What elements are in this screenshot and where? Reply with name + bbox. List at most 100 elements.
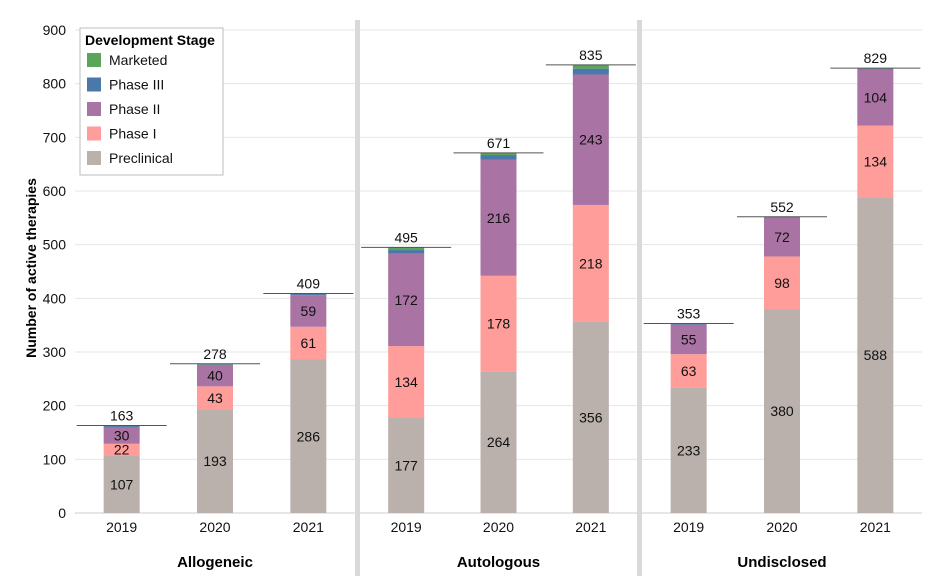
legend-title: Development Stage (85, 32, 215, 48)
bar-segment (103, 426, 140, 428)
y-tick-label: 200 (43, 398, 67, 414)
y-tick-label: 700 (43, 129, 67, 145)
bar-segment (480, 155, 517, 160)
bar-group: 588 134 104 829 2021 (830, 50, 921, 535)
segment-label: 172 (394, 292, 418, 308)
x-tick-label: 2021 (860, 519, 891, 535)
bar-segment (103, 443, 140, 456)
segment-label: 243 (579, 132, 603, 148)
y-axis-label: Number of active therapies (23, 178, 39, 358)
y-tick-label: 600 (43, 183, 67, 199)
bar-group: 286 61 59 409 2021 (263, 276, 354, 535)
y-tick-label: 800 (43, 76, 67, 92)
bar-segment (764, 309, 800, 513)
y-tick-label: 300 (43, 344, 67, 360)
bar-group: 177 134 172 495 2019 (361, 229, 452, 535)
bar-segment (670, 324, 707, 355)
x-tick-label: 2019 (106, 519, 137, 535)
bar-segment (197, 364, 233, 387)
segment-label: 380 (770, 403, 794, 419)
bar-segment (670, 323, 707, 325)
segment-label: 216 (487, 210, 511, 226)
y-tick-label: 500 (43, 237, 67, 253)
bar-group: 193 43 40 278 2020 (170, 346, 260, 535)
bar-segment (857, 125, 894, 198)
legend-label: Marketed (109, 52, 167, 68)
bar-segment (388, 250, 425, 254)
legend-label: Phase III (109, 77, 164, 93)
panel-autologous: 177 134 172 495 2019 264 178 216 671 2020 356 218 24… (361, 47, 636, 571)
y-tick-label: 0 (58, 505, 66, 521)
y-axis: 0 100 200 300 400 500 600 700 800 900 Number of ac… (23, 22, 66, 521)
segment-label: 40 (207, 368, 223, 384)
legend-swatch (87, 102, 101, 116)
panel-divider (637, 20, 642, 576)
bar-segment (572, 74, 609, 205)
panel-label: Allogeneic (177, 554, 253, 571)
segment-label: 134 (394, 374, 418, 390)
bar-segment (103, 455, 140, 513)
legend-label: Preclinical (109, 150, 173, 166)
bar-segment (388, 346, 425, 419)
bar-segment (857, 69, 894, 126)
panel-label: Undisclosed (737, 554, 826, 571)
bar-segment (388, 247, 425, 251)
x-tick-label: 2019 (391, 519, 422, 535)
total-label: 409 (297, 276, 321, 292)
legend-item: Phase I (87, 126, 156, 142)
segment-label: 178 (487, 316, 511, 332)
segment-label: 98 (774, 275, 790, 291)
bar-segment (670, 354, 707, 388)
segment-label: 30 (114, 428, 130, 444)
total-label: 163 (110, 408, 134, 424)
legend-box (79, 27, 224, 176)
segment-label: 134 (864, 153, 888, 169)
x-tick-label: 2020 (766, 519, 797, 535)
y-tick-label: 100 (43, 451, 67, 467)
total-label: 353 (677, 306, 701, 322)
legend-item: Marketed (87, 52, 167, 68)
segment-label: 104 (864, 90, 888, 106)
bar-segment (290, 326, 327, 360)
bar-segment (480, 159, 517, 276)
bar-segment (857, 197, 894, 513)
bar-group: 380 98 72 552 2020 (737, 199, 827, 535)
segment-label: 22 (114, 442, 130, 458)
bar-segment (290, 295, 327, 327)
segment-label: 72 (774, 229, 790, 245)
bar-segment (670, 387, 707, 513)
bar-segment (103, 427, 140, 444)
total-label: 671 (487, 135, 511, 151)
segment-label: 55 (681, 331, 697, 347)
y-tick-label: 900 (43, 22, 67, 38)
total-label: 552 (770, 199, 794, 215)
bar-group: 264 178 216 671 2020 (453, 135, 544, 535)
bar-segment (388, 418, 425, 513)
bar-segment (572, 204, 609, 322)
panel-undisclosed: 233 63 55 353 2019 380 98 72 552 2020 588 134 104 829… (643, 50, 921, 571)
bar-segment (197, 364, 233, 365)
bar-group: 356 218 243 835 2021 (545, 47, 636, 535)
bar-segment (572, 321, 609, 513)
legend-swatch (87, 126, 101, 141)
bar-segment (764, 217, 800, 257)
legend-label: Phase I (109, 126, 156, 142)
bar-segment (764, 256, 800, 310)
legend-label: Phase II (109, 101, 160, 117)
segment-label: 218 (579, 255, 603, 271)
segment-label: 61 (301, 335, 317, 351)
bar-segment (764, 216, 800, 218)
x-tick-label: 2019 (673, 519, 704, 535)
x-tick-label: 2020 (483, 519, 514, 535)
panel-label: Autologous (457, 554, 540, 571)
total-label: 278 (203, 346, 227, 362)
bar-segment (388, 253, 425, 347)
legend-swatch (87, 53, 101, 67)
total-label: 829 (864, 50, 888, 66)
segment-label: 59 (301, 303, 317, 319)
legend-item: Preclinical (87, 150, 173, 166)
legend-swatch (87, 77, 101, 92)
